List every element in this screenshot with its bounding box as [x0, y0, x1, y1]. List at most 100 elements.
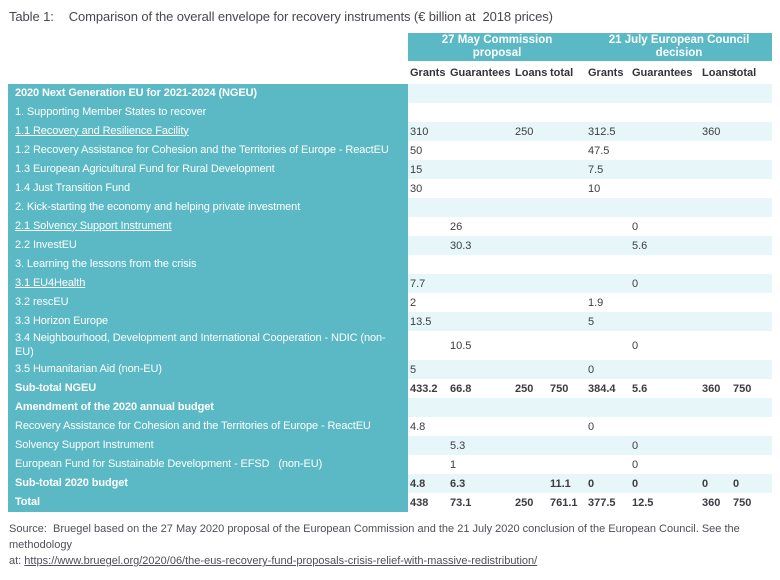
row-label: Sub-total NGEU: [8, 379, 408, 398]
value-cell: 0: [632, 277, 639, 290]
col-group-july-council: 21 July European Council decision: [608, 34, 750, 59]
value-cell: [513, 255, 548, 274]
table-number-label: Table 1:: [9, 9, 54, 24]
value-cell: [448, 179, 513, 198]
value-cell: 0: [632, 477, 639, 490]
value-cell: [586, 103, 630, 122]
table-row: 1.3 European Agricultural Fund for Rural…: [8, 160, 772, 179]
value-cell: 761.1: [550, 496, 578, 509]
value-cell: [548, 160, 586, 179]
col-header-grants-july: Grants: [588, 66, 624, 79]
value-cell: [448, 360, 513, 379]
value-cell: [513, 331, 548, 360]
table-row: 3.4 Neighbourhood, Development and Inter…: [8, 331, 772, 360]
value-cell: [548, 236, 586, 255]
value-cell: 30.3: [450, 239, 472, 252]
value-cell: [408, 217, 448, 236]
value-cell: [548, 293, 586, 312]
source-line-1: Source: Bruegel based on the 27 May 2020…: [9, 523, 740, 551]
value-cell: [630, 255, 700, 274]
value-cell: 384.4: [588, 382, 616, 395]
value-cell: [586, 198, 630, 217]
value-cell: [630, 198, 700, 217]
table-row: 1.4 Just Transition Fund 30 10: [8, 179, 772, 198]
source-url-link[interactable]: https://www.bruegel.org/2020/06/the-eus-…: [24, 555, 538, 567]
value-cell: [586, 436, 630, 455]
value-cell: [448, 274, 513, 293]
value-cell: [448, 198, 513, 217]
row-label: Amendment of the 2020 annual budget: [8, 398, 408, 417]
value-cell: 4.8: [410, 477, 426, 490]
value-cell: 7.7: [410, 277, 426, 290]
value-cell: [731, 360, 772, 379]
value-cell: [408, 331, 448, 360]
value-cell: [630, 160, 700, 179]
row-label: 3.2 rescEU: [8, 293, 408, 312]
value-cell: [548, 122, 586, 141]
table-title-text: Comparison of the overall envelope for r…: [68, 9, 553, 24]
row-label: Sub-total 2020 budget: [8, 474, 408, 493]
value-cell: [731, 274, 772, 293]
row-label: Solvency Support Instrument: [8, 436, 408, 455]
value-cell: 5: [410, 363, 417, 376]
value-cell: 312.5: [588, 125, 616, 138]
value-cell: [586, 398, 630, 417]
value-cell: [548, 217, 586, 236]
value-cell: 4.8: [410, 420, 426, 433]
value-cell: [731, 84, 772, 103]
value-cell: 11.1: [550, 477, 571, 490]
source-line-2: at: https://www.bruegel.org/2020/06/the-…: [9, 553, 775, 569]
value-cell: 250: [515, 382, 534, 395]
value-cell: [700, 417, 731, 436]
value-cell: [513, 436, 548, 455]
value-cell: 0: [588, 363, 595, 376]
value-cell: [513, 293, 548, 312]
col-group-may-commission: 27 May Commission proposal: [441, 34, 553, 59]
value-cell: [731, 198, 772, 217]
sub-header-row: Grants Guarantees Loans total Grants Gua…: [8, 61, 772, 84]
row-label: 1.3 European Agricultural Fund for Rural…: [8, 160, 408, 179]
value-cell: [548, 436, 586, 455]
value-cell: 30: [410, 182, 423, 195]
value-cell: 12.5: [632, 496, 654, 509]
row-label: 3.5 Humanitarian Aid (non-EU): [8, 360, 408, 379]
value-cell: 377.5: [588, 496, 616, 509]
value-cell: 26: [450, 220, 463, 233]
value-cell: 1.9: [588, 296, 604, 309]
row-label: 2.2 InvestEU: [8, 236, 408, 255]
table-row: 3.5 Humanitarian Aid (non-EU) 5 0: [8, 360, 772, 379]
value-cell: [448, 312, 513, 331]
value-cell: [513, 217, 548, 236]
value-cell: [408, 236, 448, 255]
value-cell: [548, 255, 586, 274]
value-cell: [630, 179, 700, 198]
value-cell: [731, 236, 772, 255]
value-cell: 0: [588, 420, 595, 433]
row-label: 3.3 Horizon Europe: [8, 312, 408, 331]
value-cell: [448, 84, 513, 103]
table-row: 1. Supporting Member States to recover: [8, 103, 772, 122]
value-cell: [408, 398, 448, 417]
table-row: 2.2 InvestEU 30.3 5.6: [8, 236, 772, 255]
value-cell: [630, 398, 700, 417]
value-cell: [630, 122, 700, 141]
value-cell: 10.5: [450, 339, 472, 352]
table-row: Amendment of the 2020 annual budget: [8, 398, 772, 417]
value-cell: [700, 217, 731, 236]
value-cell: 50: [410, 144, 423, 157]
value-cell: [586, 84, 630, 103]
table-row: Recovery Assistance for Cohesion and the…: [8, 417, 772, 436]
value-cell: [448, 141, 513, 160]
value-cell: [700, 331, 731, 360]
value-cell: [513, 274, 548, 293]
value-cell: [731, 179, 772, 198]
value-cell: [700, 398, 731, 417]
value-cell: [408, 84, 448, 103]
value-cell: 360: [702, 496, 721, 509]
value-cell: 0: [632, 339, 639, 352]
row-label: 2020 Next Generation EU for 2021-2024 (N…: [8, 84, 408, 103]
value-cell: [700, 103, 731, 122]
value-cell: [700, 198, 731, 217]
value-cell: [630, 360, 700, 379]
table-row: 1.1 Recovery and Resilience Facility 310 2…: [8, 122, 772, 141]
